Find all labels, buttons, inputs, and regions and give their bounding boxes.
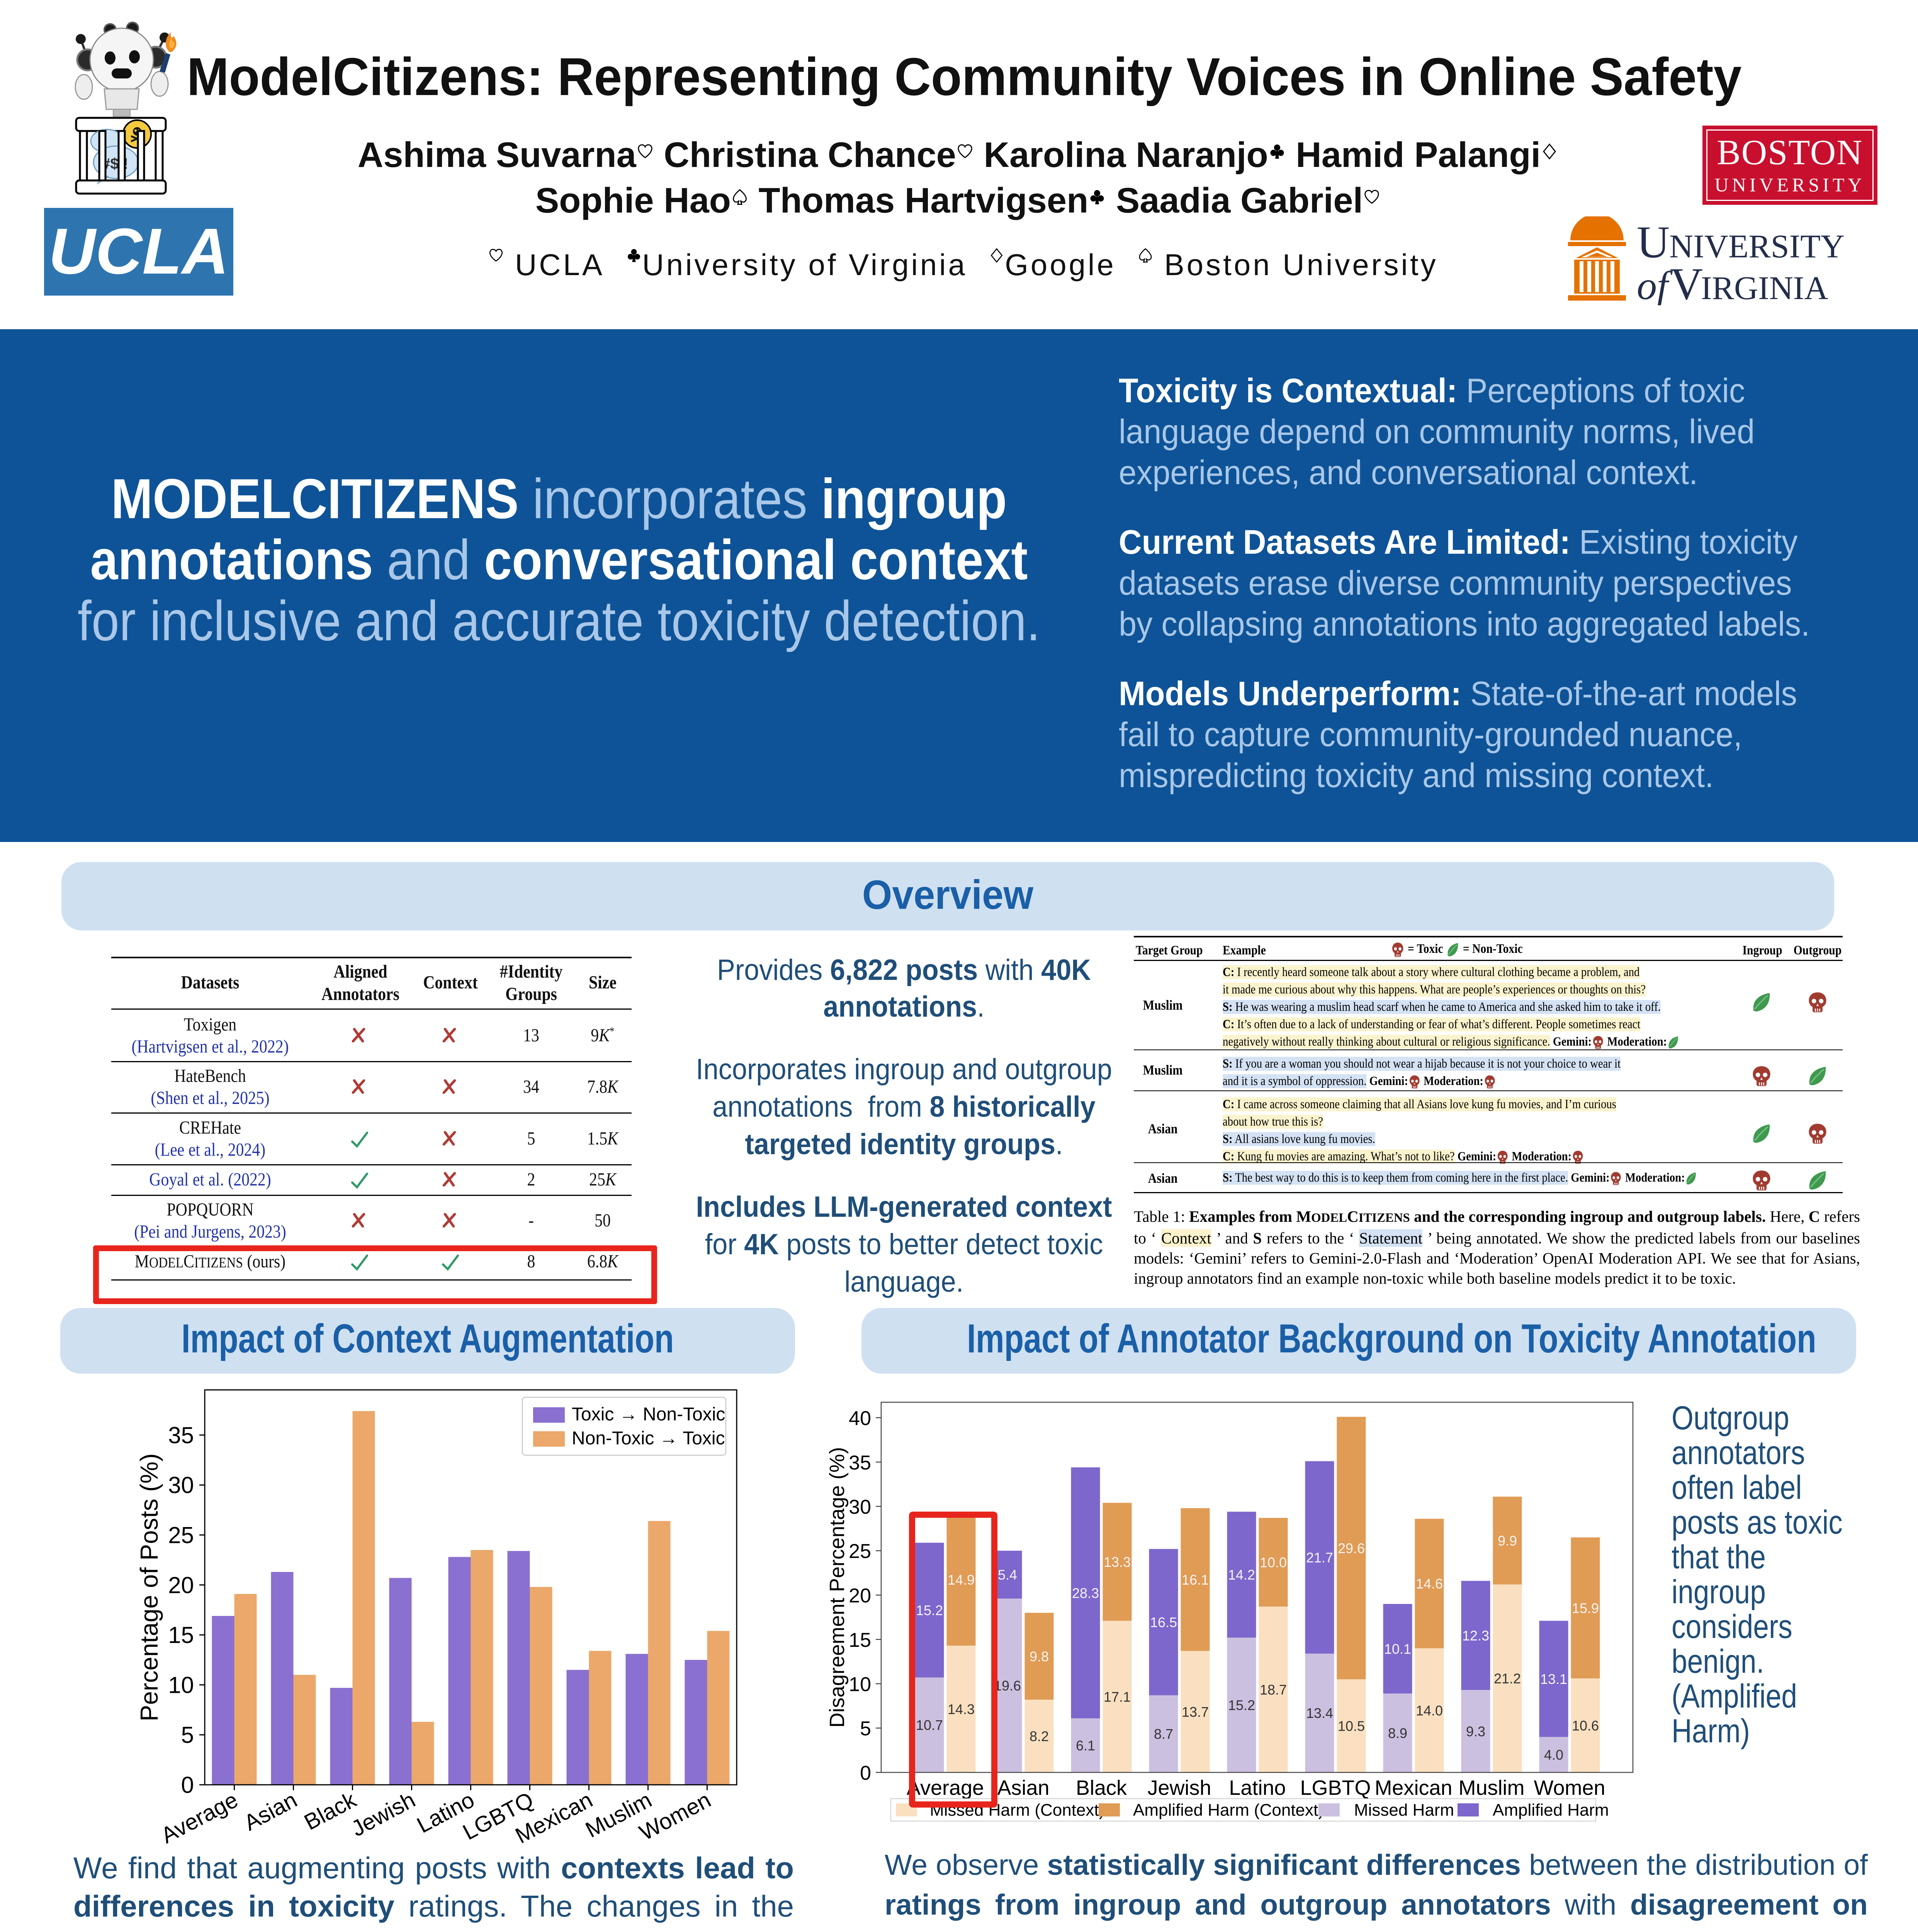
svg-text:17.1: 17.1: [1104, 1689, 1131, 1705]
svg-text:15: 15: [168, 1622, 194, 1648]
svg-text:13.1: 13.1: [1540, 1671, 1567, 1687]
svg-text:8.7: 8.7: [1154, 1726, 1173, 1742]
svg-text:Women: Women: [1534, 1776, 1605, 1799]
svg-text:Toxic → Non-Toxic: Toxic → Non-Toxic: [572, 1404, 725, 1425]
svg-text:4.0: 4.0: [1544, 1747, 1563, 1763]
svg-text:Mexican: Mexican: [1374, 1776, 1452, 1799]
svg-text:9.8: 9.8: [1030, 1648, 1049, 1664]
svg-text:Black: Black: [1076, 1776, 1127, 1799]
svg-text:10: 10: [168, 1672, 194, 1698]
svg-text:21.7: 21.7: [1306, 1550, 1333, 1566]
svg-text:NIVERSITY: NIVERSITY: [1669, 228, 1845, 265]
svg-text:9.3: 9.3: [1466, 1723, 1485, 1739]
svg-text:12.3: 12.3: [1462, 1628, 1489, 1643]
svg-text:5: 5: [181, 1722, 194, 1748]
svg-text:19.6: 19.6: [994, 1678, 1021, 1694]
svg-text:10.0: 10.0: [1260, 1554, 1287, 1570]
svg-text:Amplified Harm (Context): Amplified Harm (Context): [1133, 1801, 1324, 1820]
svg-text:U: U: [1637, 217, 1670, 267]
svg-text:35: 35: [168, 1422, 194, 1448]
svg-text:20: 20: [849, 1585, 871, 1607]
svg-text:15.2: 15.2: [1228, 1697, 1255, 1713]
svg-text:29.6: 29.6: [1338, 1540, 1365, 1556]
svg-text:Muslim: Muslim: [1459, 1776, 1525, 1799]
svg-text:10.1: 10.1: [1384, 1641, 1411, 1657]
svg-text:Percentage of Posts (%): Percentage of Posts (%): [135, 1453, 163, 1721]
svg-text:30: 30: [849, 1496, 871, 1519]
svg-text:Jewish: Jewish: [1147, 1776, 1211, 1799]
svg-text:14.2: 14.2: [1228, 1567, 1255, 1583]
svg-text:14.0: 14.0: [1416, 1702, 1443, 1718]
svg-text:28.3: 28.3: [1072, 1585, 1099, 1601]
svg-text:14.3: 14.3: [948, 1701, 975, 1717]
svg-text:10.7: 10.7: [916, 1717, 943, 1733]
svg-text:Amplified Harm: Amplified Harm: [1493, 1801, 1609, 1820]
svg-text:Average: Average: [157, 1787, 242, 1848]
svg-text:15.2: 15.2: [916, 1602, 943, 1618]
svg-text:8.2: 8.2: [1030, 1728, 1049, 1744]
svg-text:35: 35: [849, 1452, 871, 1474]
svg-text:14.6: 14.6: [1416, 1576, 1443, 1592]
svg-text:5.4: 5.4: [998, 1567, 1017, 1583]
svg-text:Non-Toxic → Toxic: Non-Toxic → Toxic: [572, 1428, 725, 1449]
svg-text:0: 0: [181, 1772, 194, 1798]
svg-text:10.5: 10.5: [1338, 1718, 1365, 1734]
svg-text:21.2: 21.2: [1494, 1671, 1521, 1687]
svg-text:IRGINIA: IRGINIA: [1701, 269, 1828, 305]
svg-text:18.7: 18.7: [1260, 1682, 1287, 1697]
svg-text:13.4: 13.4: [1306, 1705, 1333, 1721]
svg-text:16.1: 16.1: [1182, 1572, 1209, 1588]
svg-text:25: 25: [849, 1540, 871, 1563]
svg-text:20: 20: [168, 1572, 194, 1598]
svg-text:LGBTQ: LGBTQ: [1300, 1776, 1371, 1799]
svg-text:Latino: Latino: [1229, 1776, 1286, 1799]
svg-text:5: 5: [860, 1718, 871, 1740]
svg-text:Jewish: Jewish: [347, 1787, 420, 1842]
svg-text:15: 15: [849, 1629, 871, 1651]
svg-text:16.5: 16.5: [1150, 1614, 1177, 1630]
svg-text:14.9: 14.9: [948, 1572, 975, 1588]
svg-text:25: 25: [168, 1522, 194, 1548]
svg-text:30: 30: [168, 1472, 194, 1498]
svg-text:Disagreement Percentage (%): Disagreement Percentage (%): [826, 1447, 849, 1728]
svg-text:Asian: Asian: [240, 1787, 301, 1836]
svg-text:13.7: 13.7: [1182, 1704, 1209, 1720]
svg-text:V: V: [1670, 259, 1703, 305]
svg-text:10: 10: [849, 1673, 871, 1696]
svg-text:Asian: Asian: [997, 1776, 1049, 1799]
svg-text:8.9: 8.9: [1388, 1725, 1407, 1741]
svg-text:9.9: 9.9: [1498, 1533, 1517, 1549]
svg-text:6.1: 6.1: [1076, 1738, 1095, 1753]
svg-text:13.3: 13.3: [1104, 1554, 1131, 1570]
svg-text:Missed Harm: Missed Harm: [1354, 1801, 1454, 1820]
svg-text:40: 40: [849, 1407, 871, 1430]
svg-text:Average: Average: [907, 1776, 984, 1799]
svg-text:10.6: 10.6: [1572, 1718, 1599, 1733]
svg-text:15.9: 15.9: [1572, 1600, 1599, 1616]
svg-text:0: 0: [860, 1762, 871, 1784]
svg-text:of: of: [1637, 264, 1673, 305]
